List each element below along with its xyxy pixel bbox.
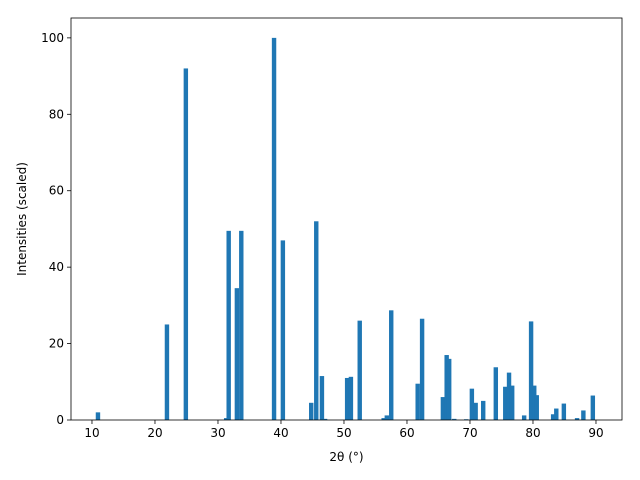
bar <box>389 310 394 420</box>
x-tick-label: 40 <box>273 426 288 440</box>
bar <box>493 367 499 420</box>
bar <box>348 376 354 420</box>
bar <box>509 385 515 420</box>
y-tick-label: 80 <box>49 107 64 121</box>
bar <box>384 415 390 420</box>
bar <box>590 395 596 420</box>
x-tick-label: 50 <box>336 426 351 440</box>
bar <box>550 414 556 420</box>
bar <box>322 418 328 420</box>
bar <box>419 318 425 420</box>
bar <box>357 320 362 420</box>
bar <box>481 400 486 420</box>
y-tick-label: 40 <box>49 260 64 274</box>
bar <box>440 397 446 420</box>
bar <box>226 230 231 420</box>
bar <box>183 68 189 420</box>
x-tick-label: 90 <box>588 426 603 440</box>
bar <box>528 321 534 420</box>
bar <box>446 358 452 420</box>
x-tick-label: 70 <box>462 426 477 440</box>
bar <box>521 415 527 420</box>
bar <box>534 395 539 420</box>
bar <box>561 403 567 420</box>
bar <box>473 402 478 420</box>
bar <box>234 288 240 420</box>
bar <box>344 377 350 420</box>
bar <box>469 388 475 420</box>
x-tick-label: 10 <box>84 426 99 440</box>
bar <box>444 355 449 420</box>
bar <box>164 324 170 420</box>
x-tick-label: 80 <box>525 426 540 440</box>
bar <box>314 221 319 420</box>
bar <box>532 385 537 420</box>
y-tick-label: 60 <box>49 184 64 198</box>
y-tick-label: 100 <box>41 31 64 45</box>
plot-area <box>95 37 596 420</box>
bar <box>503 386 508 420</box>
x-tick-label: 60 <box>399 426 414 440</box>
bar <box>381 418 386 420</box>
bar <box>271 37 277 420</box>
bar <box>95 412 101 420</box>
bar <box>309 402 314 420</box>
x-tick-label: 20 <box>147 426 162 440</box>
bar <box>554 408 559 420</box>
y-axis-label: Intensities (scaled) <box>15 162 29 276</box>
bar <box>415 383 420 420</box>
y-tick-label: 0 <box>56 413 64 427</box>
bar <box>280 240 286 420</box>
x-tick-label: 30 <box>210 426 225 440</box>
bar <box>319 376 325 420</box>
bar <box>581 410 586 420</box>
x-axis-label: 2θ (°) <box>329 450 363 464</box>
bar <box>239 230 244 420</box>
bar <box>452 418 457 420</box>
bar <box>506 372 512 420</box>
bar <box>574 418 580 420</box>
axes-frame <box>70 17 623 421</box>
y-tick-label: 20 <box>49 337 64 351</box>
bar <box>223 418 229 420</box>
